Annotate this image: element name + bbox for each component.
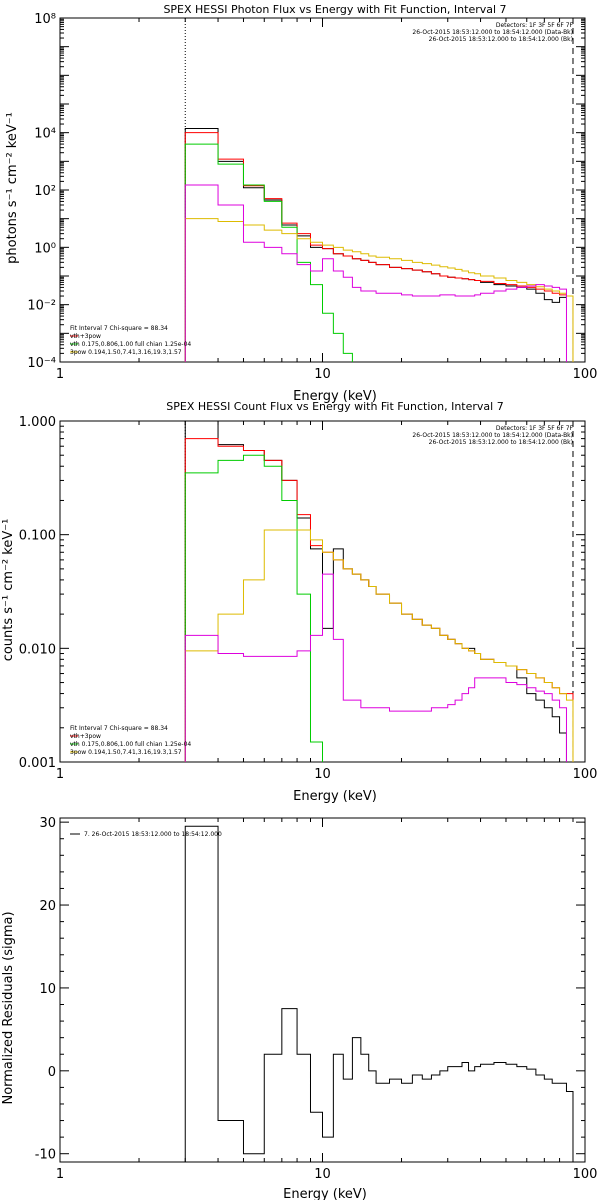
series-line-3 <box>184 529 574 762</box>
x-tick-label: 100 <box>573 767 598 782</box>
info-text: Detectors: 1F 3F 5F 6F 7F <box>496 22 574 29</box>
x-tick-label: 10 <box>314 767 331 782</box>
series-line-0 <box>184 825 574 1162</box>
y-tick-label: 10⁴ <box>34 127 56 142</box>
count-flux-ylabel: counts s⁻¹ cm⁻² keV⁻¹ <box>1 519 16 662</box>
y-tick-label: 10⁸ <box>34 12 56 27</box>
legend-entry: vth 0.175,0.806,1.00 full chian 1.25e-04 <box>70 341 191 348</box>
y-tick-label: -10 <box>35 1148 56 1163</box>
y-tick-label: 0.010 <box>19 642 56 657</box>
photon-flux-panel: SPEX HESSI Photon Flux vs Energy with Fi… <box>5 3 597 404</box>
legend-entry: Fit Interval 7 Chi-square = 88.34 <box>70 725 168 732</box>
info-text: 26-Oct-2015 18:53:12.000 to 18:54:12.000… <box>412 29 573 36</box>
series-line-3 <box>184 218 574 362</box>
y-tick-label: 20 <box>39 899 56 914</box>
residuals-xlabel: Energy (keV) <box>283 1187 367 1200</box>
residuals-panel: Energy (keV) Normalized Residuals (sigma… <box>1 816 597 1200</box>
x-tick-label: 1 <box>56 767 64 782</box>
photon-flux-xlabel: Energy (keV) <box>293 389 377 404</box>
legend-entry: 3pow 0.194,1.50,7.41,3.16,19.3,1.57 <box>70 749 182 756</box>
legend-entry: 3pow 0.194,1.50,7.41,3.16,19.3,1.57 <box>70 349 182 356</box>
info-text: 26-Oct-2015 18:53:12.000 to 18:54:12.000… <box>429 439 573 446</box>
info-text: 26-Oct-2015 18:53:12.000 to 18:54:12.000… <box>412 432 573 439</box>
photon-flux-ylabel: photons s⁻¹ cm⁻² keV⁻¹ <box>5 112 20 264</box>
plot-frame <box>59 817 586 1163</box>
count-flux-panel: SPEX HESSI Count Flux vs Energy with Fit… <box>1 400 597 804</box>
y-tick-label: 30 <box>39 816 56 831</box>
count-flux-xlabel: Energy (keV) <box>293 789 377 804</box>
count-flux-title: SPEX HESSI Count Flux vs Energy with Fit… <box>166 400 503 413</box>
x-tick-label: 10 <box>314 1167 331 1182</box>
legend-entry: vth+3pow <box>70 733 101 740</box>
series-line-4 <box>184 184 567 362</box>
series-line-4 <box>184 573 567 762</box>
y-tick-label: 10 <box>39 982 56 997</box>
legend-entry: vth+3pow <box>70 333 101 340</box>
y-tick-label: 10⁻² <box>27 299 56 314</box>
plot-area <box>184 18 574 362</box>
x-tick-label: 100 <box>573 1167 598 1182</box>
x-tick-label: 1 <box>56 367 64 382</box>
x-tick-label: 10 <box>314 367 331 382</box>
plot-area <box>184 421 574 762</box>
plot-area <box>184 825 574 1162</box>
residuals-ylabel: Normalized Residuals (sigma) <box>1 911 16 1104</box>
info-text: 26-Oct-2015 18:53:12.000 to 18:54:12.000… <box>429 36 573 43</box>
legend-entry: vth 0.175,0.806,1.00 full chian 1.25e-04 <box>70 741 191 748</box>
x-tick-label: 100 <box>573 367 598 382</box>
series-line-1 <box>184 132 574 362</box>
info-text: Detectors: 1F 3F 5F 6F 7F <box>496 425 574 432</box>
y-tick-label: 10² <box>34 184 56 199</box>
series-line-2 <box>184 454 323 762</box>
y-tick-label: 0 <box>48 1065 56 1080</box>
legend-entry: 7. 26-Oct-2015 18:53:12.000 to 18:54:12.… <box>84 831 222 838</box>
y-tick-label: 10⁰ <box>34 241 56 256</box>
y-tick-label: 0.001 <box>19 756 56 771</box>
x-tick-label: 1 <box>56 1167 64 1182</box>
legend-entry: Fit Interval 7 Chi-square = 88.34 <box>70 325 168 332</box>
photon-flux-title: SPEX HESSI Photon Flux vs Energy with Fi… <box>163 3 506 16</box>
y-tick-label: 10⁻⁴ <box>27 356 56 371</box>
y-tick-label: 0.100 <box>19 529 56 544</box>
series-line-2 <box>184 143 353 362</box>
y-tick-label: 1.000 <box>19 415 56 430</box>
